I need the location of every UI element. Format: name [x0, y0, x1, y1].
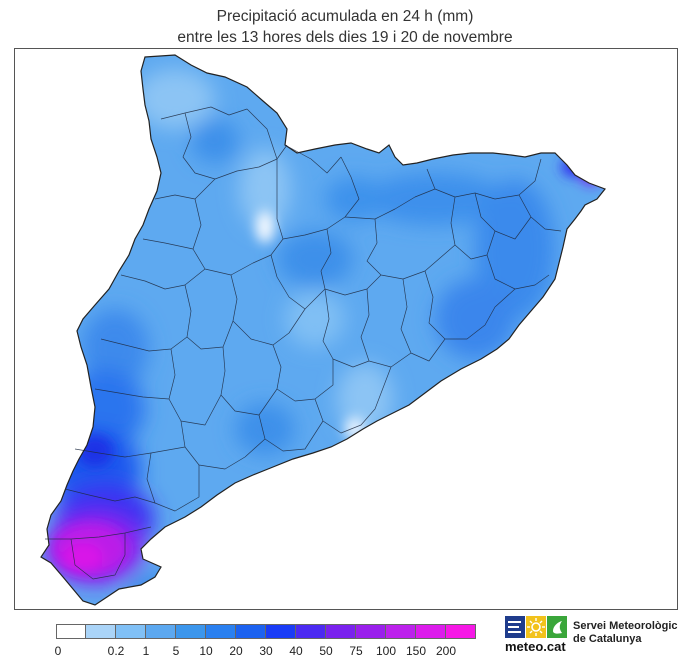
- legend-bin: [56, 624, 86, 639]
- logo-name-line-1: Servei Meteorològic: [573, 620, 678, 632]
- legend-label: 100: [375, 644, 397, 658]
- legend-label: 150: [405, 644, 427, 658]
- map-canvas: [40, 54, 606, 606]
- legend-bin: [326, 624, 356, 639]
- map-title-line-2: entre les 13 hores dels dies 19 i 20 de …: [177, 29, 513, 46]
- legend-bin: [176, 624, 206, 639]
- legend-bin: [206, 624, 236, 639]
- meteocat-logo: meteo.cat Servei Meteorològic de Catalun…: [505, 614, 685, 656]
- logo-emblem: [505, 616, 567, 638]
- legend-bin: [116, 624, 146, 639]
- wind-icon: [505, 616, 525, 638]
- legend-bin: [446, 624, 476, 639]
- legend-bin: [146, 624, 176, 639]
- county-boundaries: [45, 106, 562, 580]
- logo-name: Servei Meteorològic de Catalunya: [573, 620, 685, 646]
- logo-name-line-2: de Catalunya: [573, 633, 642, 645]
- legend-label: 200: [435, 644, 457, 658]
- legend-label: 75: [349, 644, 363, 658]
- legend-label: 20: [229, 644, 243, 658]
- precipitation-legend: [56, 624, 476, 640]
- legend-label: 1: [142, 644, 150, 658]
- legend-label: 40: [289, 644, 303, 658]
- drop-icon: [547, 616, 567, 638]
- legend-bin: [356, 624, 386, 639]
- legend-label: 30: [259, 644, 273, 658]
- legend-bin: [266, 624, 296, 639]
- map-title: Precipitació acumulada en 24 h (mm) entr…: [0, 6, 690, 48]
- logo-domain: meteo.cat: [505, 639, 566, 654]
- legend-bin: [296, 624, 326, 639]
- precipitation-map: [14, 48, 678, 610]
- map-title-line-1: Precipitació acumulada en 24 h (mm): [216, 8, 474, 25]
- legend-label: 0.2: [107, 644, 125, 658]
- legend-label: 5: [172, 644, 180, 658]
- legend-bin: [86, 624, 116, 639]
- legend-label: 10: [199, 644, 213, 658]
- legend-bin: [386, 624, 416, 639]
- legend-bin: [236, 624, 266, 639]
- legend-label: 0: [54, 644, 62, 658]
- legend-label: 50: [319, 644, 333, 658]
- legend-bin: [416, 624, 446, 639]
- sun-icon: [526, 616, 546, 638]
- precipitation-field: [41, 55, 605, 605]
- legend-labels: 0 0.2 1 5 10 20 30 40 50 75 100 150 200: [0, 644, 690, 660]
